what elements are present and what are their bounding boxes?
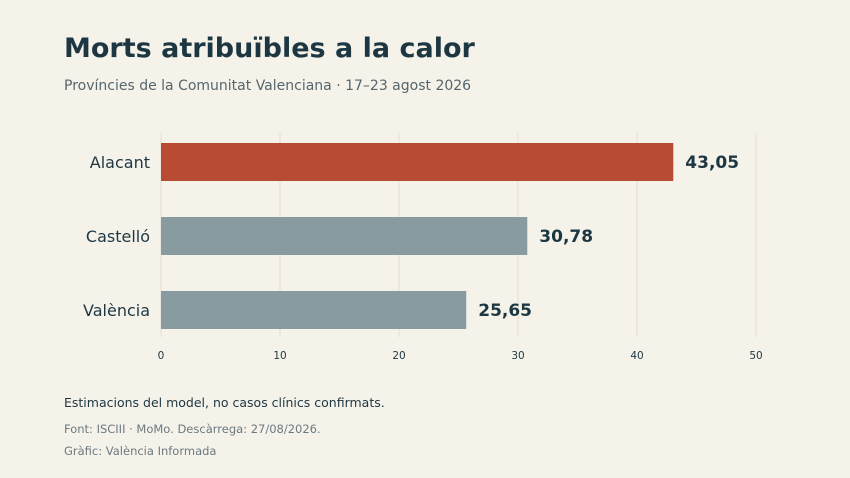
chart-credit: Gràfic: València Informada: [64, 444, 217, 458]
bar-value-label: 43,05: [685, 153, 739, 173]
x-tick-label: 0: [158, 350, 165, 362]
x-tick-label: 10: [273, 350, 286, 362]
x-tick-label: 40: [630, 350, 643, 362]
bar-1: [161, 217, 528, 255]
chart-source: Font: ISCIII · MoMo. Descàrrega: 27/08/2…: [64, 422, 321, 436]
bar-value-label: 30,78: [539, 227, 593, 247]
x-tick-label: 30: [511, 350, 524, 362]
y-category-label: València: [83, 301, 150, 320]
bar-value-label: 25,65: [478, 301, 532, 321]
chart-note: Estimacions del model, no casos clínics …: [64, 395, 385, 410]
y-category-label: Castelló: [86, 227, 150, 246]
x-tick-label: 50: [749, 350, 762, 362]
chart-title: Morts atribuïbles a la calor: [64, 33, 475, 64]
bar-0: [161, 143, 674, 181]
y-category-label: Alacant: [90, 153, 150, 172]
bar-2: [161, 291, 467, 329]
x-tick-label: 20: [392, 350, 405, 362]
chart-subtitle: Províncies de la Comunitat Valenciana · …: [64, 78, 472, 94]
